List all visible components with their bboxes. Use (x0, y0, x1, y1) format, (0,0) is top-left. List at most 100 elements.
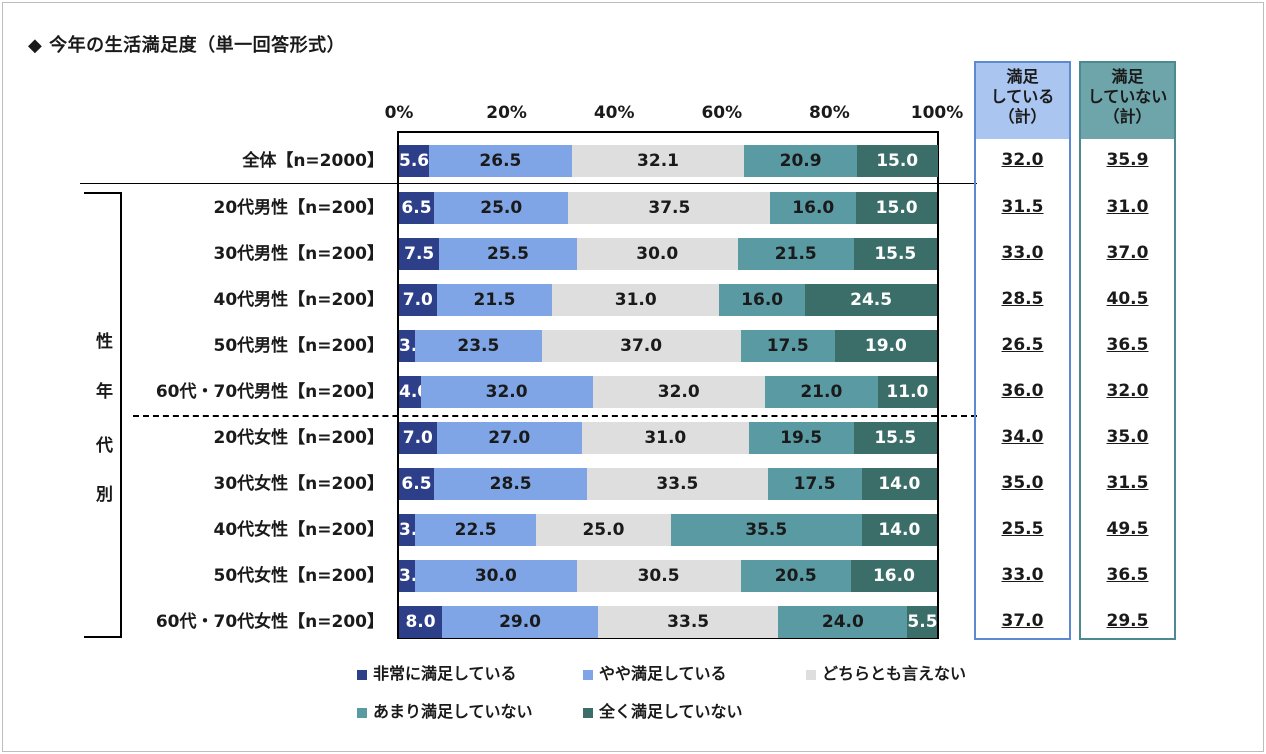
bar-segment: 6.5 (399, 468, 434, 500)
bar-segment: 6.5 (399, 192, 434, 224)
row-label: 20代男性【n=200】 (213, 198, 385, 218)
bar-value-label: 21.0 (800, 382, 843, 402)
bar-row: 7.0 27.0 31.0 19.5 15.5 (399, 422, 937, 454)
legend-item: どちらとも言えない (806, 663, 966, 685)
legend-swatch (583, 707, 593, 718)
bar-segment: 32.0 (420, 376, 593, 408)
group-label-char: 代 (96, 436, 113, 456)
bar-segment: 24.0 (778, 606, 908, 638)
bar-segment: 23.5 (415, 330, 542, 362)
bar-segment: 32.0 (592, 376, 765, 408)
bar-value-label: 16.0 (741, 290, 784, 310)
legend-label: 全く満足していない (599, 702, 743, 721)
bar-segment: 17.5 (767, 468, 862, 500)
bar-value-label: 15.0 (875, 198, 918, 218)
legend-item: あまり満足していない (357, 701, 533, 723)
summary-value: 40.5 (1106, 289, 1149, 309)
bar-value-label: 31.0 (644, 428, 687, 448)
row-label: 50代男性【n=200】 (213, 336, 385, 356)
bar-segment: 3.0 (399, 560, 429, 592)
legend-item: 全く満足していない (583, 701, 743, 723)
bar-value-label: 27.0 (488, 428, 531, 448)
summary-value: 36.5 (1106, 565, 1149, 585)
legend-swatch (583, 669, 593, 680)
bar-segment: 14.0 (861, 468, 937, 500)
bar-value-label: 24.5 (850, 290, 893, 310)
summary-value: 31.5 (1106, 473, 1149, 493)
summary-header-line: 満足 (1006, 67, 1039, 86)
summary-value: 35.0 (1001, 473, 1044, 493)
bar-segment: 16.0 (770, 192, 857, 224)
bar-value-label: 7.0 (402, 290, 433, 310)
summary-unsatisfied-column: 満足 していない （計） 35.9 31.0 37.0 40.5 36.5 32.0 35.0 3… (1079, 61, 1176, 640)
bar-segment: 7.5 (399, 238, 440, 270)
row-label: 40代男性【n=200】 (213, 290, 385, 310)
legend-item: 非常に満足している (357, 663, 517, 685)
summary-value: 25.5 (1001, 519, 1044, 539)
summary-value: 36.0 (1001, 381, 1044, 401)
separator-line (80, 183, 977, 184)
summary-header-line: 満足 (1111, 67, 1144, 86)
bar-segment: 27.0 (436, 422, 582, 454)
bar-segment: 15.5 (853, 422, 937, 454)
bar-value-label: 7.5 (404, 244, 435, 264)
group-label-char: 別 (96, 485, 113, 505)
bar-value-label: 30.5 (637, 566, 680, 586)
bar-segment: 37.5 (568, 192, 771, 224)
bar-value-label: 31.0 (614, 290, 657, 310)
summary-header-line: （計） (1103, 107, 1152, 126)
bar-segment: 33.5 (587, 468, 768, 500)
bar-value-label: 15.0 (876, 151, 919, 171)
bar-segment: 29.0 (442, 606, 599, 638)
bar-row: 3.0 23.5 37.0 17.5 19.0 (399, 330, 937, 362)
bar-row: 8.0 29.0 33.5 24.0 5.5 (399, 606, 938, 638)
summary-value: 32.0 (1106, 381, 1149, 401)
summary-value: 49.5 (1106, 519, 1149, 539)
bar-value-label: 15.5 (874, 428, 917, 448)
bar-segment: 7.0 (399, 422, 437, 454)
bar-segment: 8.0 (399, 606, 443, 638)
bar-row: 3.0 22.5 25.0 35.5 14.0 (399, 514, 937, 546)
bar-segment: 25.5 (439, 238, 577, 270)
summary-value: 35.0 (1106, 427, 1149, 447)
row-label: 60代・70代男性【n=200】 (155, 382, 384, 402)
group-bracket (84, 192, 122, 638)
bar-segment: 15.0 (856, 192, 937, 224)
bar-segment: 15.0 (856, 145, 938, 177)
row-label: 30代男性【n=200】 (213, 244, 385, 264)
bar-value-label: 16.0 (872, 566, 915, 586)
bar-value-label: 37.5 (648, 198, 691, 218)
legend-label: 非常に満足している (373, 664, 517, 683)
row-label: 30代女性【n=200】 (213, 474, 385, 494)
bar-value-label: 20.5 (774, 566, 817, 586)
summary-unsatisfied-header: 満足 していない （計） (1081, 63, 1174, 139)
bar-value-label: 19.5 (780, 428, 823, 448)
bar-segment: 14.0 (861, 514, 937, 546)
summary-header-line: （計） (998, 107, 1047, 126)
bar-row: 4.0 32.0 32.0 21.0 11.0 (399, 376, 937, 408)
legend-swatch (357, 707, 367, 718)
summary-satisfied-column: 満足 している （計） 32.0 31.5 33.0 28.5 26.5 36.0 34.0 35… (974, 61, 1071, 640)
legend-swatch (357, 669, 367, 680)
bar-segment: 20.9 (744, 145, 857, 177)
bar-value-label: 17.5 (766, 336, 809, 356)
bar-value-label: 33.5 (656, 474, 699, 494)
bar-value-label: 25.5 (486, 244, 529, 264)
bar-row: 6.5 25.0 37.5 16.0 15.0 (399, 192, 937, 224)
bar-value-label: 14.0 (878, 520, 921, 540)
bar-segment: 15.5 (853, 238, 937, 270)
bar-segment: 7.0 (399, 284, 437, 316)
bar-segment: 17.5 (740, 330, 835, 362)
summary-value: 29.5 (1106, 611, 1149, 631)
bar-value-label: 23.5 (457, 336, 500, 356)
legend-item: やや満足している (583, 663, 727, 685)
bar-segment: 4.0 (399, 376, 429, 408)
row-label: 50代女性【n=200】 (213, 566, 385, 586)
bar-segment: 25.0 (433, 192, 569, 224)
bar-value-label: 28.5 (489, 474, 532, 494)
bar-segment: 5.6 (399, 145, 430, 177)
bar-segment: 30.0 (415, 560, 577, 592)
bar-value-label: 15.5 (874, 244, 917, 264)
bar-value-label: 32.0 (657, 382, 700, 402)
